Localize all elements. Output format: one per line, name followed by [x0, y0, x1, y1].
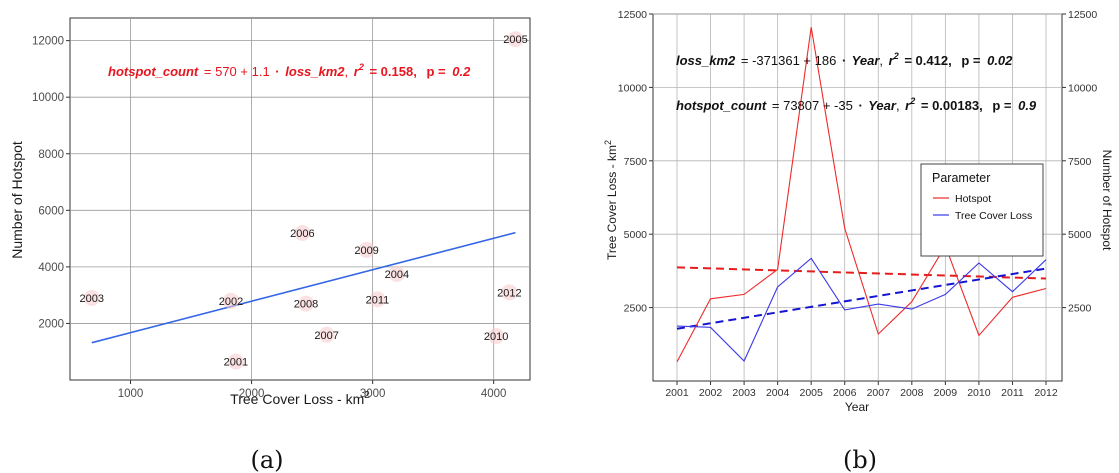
- y-tick-label-right: 12500: [1068, 9, 1097, 21]
- equation-r2-sup: 2: [909, 96, 915, 106]
- panel-b-x-title: Year: [845, 400, 869, 414]
- y-left-title-text: Tree Cover Loss - km: [605, 145, 619, 260]
- point-label: 2010: [484, 331, 508, 343]
- x-tick-label: 2007: [867, 387, 891, 399]
- legend-title: Parameter: [932, 171, 990, 185]
- panel-b-caption: (b): [843, 446, 877, 473]
- legend-item-tree-cover-loss: Tree Cover Loss: [955, 210, 1032, 222]
- equation-p-value: 0.9: [1018, 98, 1037, 113]
- equation-lhs: hotspot_count: [108, 64, 199, 79]
- y-tick-label-left: 10000: [618, 82, 647, 94]
- point-label: 2011: [366, 294, 390, 306]
- y-tick-label-left: 7500: [624, 156, 648, 168]
- y-tick-label-right: 5000: [1068, 229, 1092, 241]
- equation-var: Year: [868, 98, 897, 113]
- legend-item-hotspot: Hotspot: [955, 193, 991, 205]
- panel-b-y-title-left: Tree Cover Loss - km2: [603, 140, 619, 260]
- equation-rhs: = 73807 + -35: [772, 98, 853, 113]
- panel-b-line-chart: 2500 2500 5000 5000 7500 7500 10000 10000 12500 1…: [603, 9, 1114, 473]
- equation-r2-value: = 0.412,: [904, 53, 951, 68]
- y-tick-label-left: 5000: [624, 229, 648, 241]
- y-tick-label: 12000: [32, 36, 64, 48]
- x-tick-label: 2011: [1001, 387, 1024, 399]
- y-tick-label-left: 12500: [618, 9, 647, 21]
- equation-dot: ·: [842, 53, 846, 68]
- panel-a-y-title: Number of Hotspot: [9, 141, 25, 259]
- equation-p-value: 0.02: [987, 53, 1013, 68]
- equation-rhs: = -371361 + 186: [741, 53, 836, 68]
- x-tick-label: 2010: [967, 387, 991, 399]
- panel-b-legend: Parameter Hotspot Tree Cover Loss: [921, 164, 1043, 256]
- equation-dot: ·: [275, 64, 279, 79]
- point-label: 2002: [219, 296, 243, 308]
- point-label: 2004: [385, 269, 409, 281]
- y-tick-label-left: 2500: [624, 303, 648, 315]
- equation-p-label: p =: [992, 98, 1012, 113]
- panel-a-x-title: Tree Cover Loss - km2: [230, 390, 370, 407]
- point-label: 2001: [224, 357, 248, 369]
- y-tick-label: 4000: [38, 262, 64, 274]
- equation-p-label: p =: [426, 64, 446, 79]
- y-tick-label: 8000: [38, 149, 64, 161]
- equation-p-label: p =: [961, 53, 981, 68]
- point-label: 2007: [314, 330, 338, 342]
- x-tick-label: 2002: [699, 387, 723, 399]
- x-tick-label: 2012: [1034, 387, 1058, 399]
- equation-r2-sup: 2: [358, 62, 364, 72]
- point-label: 2008: [294, 299, 318, 311]
- x-tick-label: 2009: [934, 387, 958, 399]
- panel-b-x-ticks: 2001 2002 2003 2004 2005 2006 2007 2008 2009 2010…: [665, 381, 1058, 399]
- y-tick-label-right: 10000: [1068, 82, 1097, 94]
- y-tick-label: 2000: [38, 318, 64, 330]
- y-tick-label-right: 2500: [1068, 303, 1092, 315]
- equation-r2-value: = 0.158,: [369, 64, 416, 79]
- equation-dot: ·: [858, 98, 862, 113]
- equation-lhs: hotspot_count: [676, 98, 767, 113]
- x-tick-label: 2008: [900, 387, 924, 399]
- x-title-text: Tree Cover Loss - km: [230, 391, 364, 407]
- point-label: 2009: [354, 245, 378, 257]
- panel-a-scatter: 2000 4000 6000 8000 10000 12000 1000 2000 3000 4…: [9, 18, 530, 473]
- x-tick-label: 1000: [118, 388, 144, 400]
- equation-r2-value: = 0.00183,: [921, 98, 983, 113]
- x-tick-label: 2004: [766, 387, 790, 399]
- equation-p-value: 0.2: [452, 64, 471, 79]
- point-label: 2012: [497, 287, 521, 299]
- panel-a-y-ticks: 2000 4000 6000 8000 10000 12000: [32, 36, 70, 331]
- equation-var: Year: [852, 53, 881, 68]
- point-label: 2003: [80, 293, 104, 305]
- x-tick-label: 2006: [833, 387, 857, 399]
- x-tick-label: 2005: [800, 387, 824, 399]
- point-label: 2006: [290, 228, 314, 240]
- y-left-title-sup: 2: [603, 140, 613, 145]
- point-label: 2005: [503, 34, 527, 46]
- equation-rhs: = 570 + 1.1: [204, 64, 270, 79]
- equation-lhs: loss_km2: [676, 53, 736, 68]
- panel-b-y-title-right: Number of Hotspot: [1100, 150, 1114, 251]
- x-tick-label: 4000: [481, 388, 507, 400]
- y-tick-label-right: 7500: [1068, 156, 1092, 168]
- x-tick-label: 2001: [665, 387, 689, 399]
- x-tick-label: 2003: [732, 387, 756, 399]
- y-tick-label: 6000: [38, 205, 64, 217]
- equation-r2-sup: 2: [893, 51, 899, 61]
- panel-a-caption: (a): [250, 446, 283, 473]
- x-title-sup: 2: [364, 390, 370, 401]
- y-tick-label: 10000: [32, 92, 64, 104]
- equation-var: loss_km2: [285, 64, 345, 79]
